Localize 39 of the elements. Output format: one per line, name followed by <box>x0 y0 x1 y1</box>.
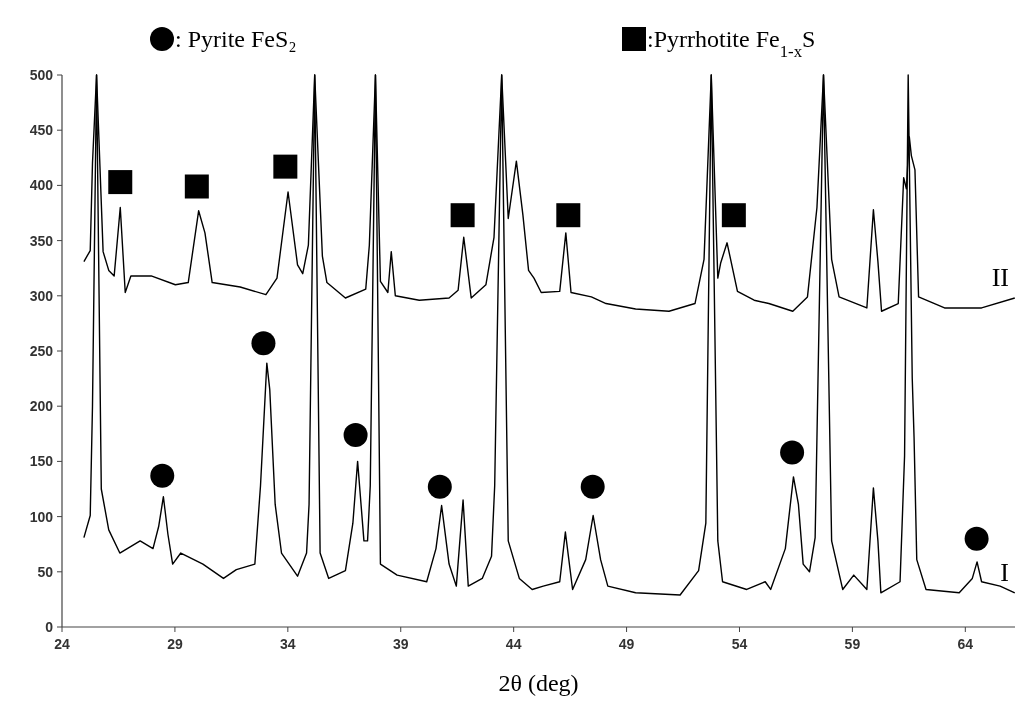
series-label: II <box>991 263 1009 293</box>
x-tick-label: 29 <box>167 636 183 652</box>
point <box>556 203 581 228</box>
y-tick-label: 300 <box>29 287 54 304</box>
y-tick-label: 250 <box>29 342 54 359</box>
x-tick-label: 54 <box>731 636 748 652</box>
y-tick-label: 150 <box>29 453 54 470</box>
y-tick-label: 500 <box>29 66 54 83</box>
legend-label: :Pyrrhotite Fe$_{1-x}$S <box>647 26 816 61</box>
line-series <box>83 74 1016 596</box>
x-tick-label: 64 <box>957 636 974 652</box>
x-axis-title: 2θ (deg) <box>498 670 579 696</box>
point <box>251 331 276 356</box>
y-tick-label: 400 <box>29 177 54 194</box>
legend-label: : Pyrite FeS₂ <box>175 26 297 52</box>
point <box>343 422 368 447</box>
x-tick-label: 59 <box>844 636 861 652</box>
point <box>427 474 452 499</box>
y-tick-label: 0 <box>45 618 54 635</box>
point <box>184 174 209 199</box>
y-tick-label: 50 <box>37 563 54 580</box>
point <box>964 526 989 551</box>
point <box>580 474 605 499</box>
point <box>780 440 805 465</box>
point <box>721 203 746 228</box>
x-tick-label: 24 <box>54 636 70 652</box>
y-tick-label: 350 <box>29 232 54 249</box>
point <box>450 203 475 228</box>
point <box>273 154 298 179</box>
x-tick-label: 39 <box>392 636 409 652</box>
series-label: I <box>1000 557 1009 587</box>
y-tick-label: 100 <box>29 508 54 525</box>
x-tick-label: 44 <box>505 636 522 652</box>
y-tick-label: 450 <box>29 122 54 139</box>
x-tick-label: 34 <box>280 636 296 652</box>
x-tick-label: 49 <box>618 636 635 652</box>
point <box>150 463 175 488</box>
y-tick-label: 200 <box>29 398 54 415</box>
point <box>108 170 133 195</box>
